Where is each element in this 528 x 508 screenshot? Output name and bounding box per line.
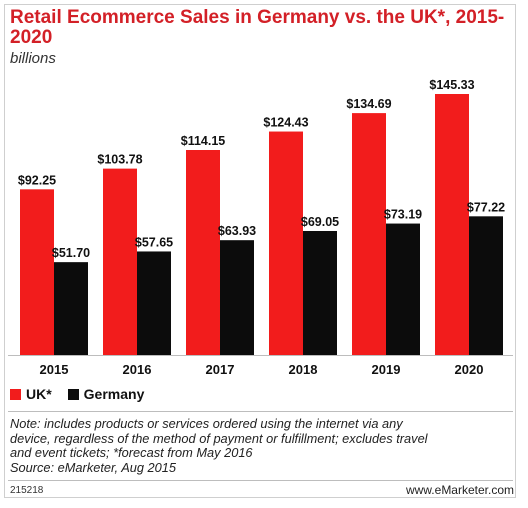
legend: UK* Germany <box>10 386 160 402</box>
note-line-1: Note: includes products or services orde… <box>10 416 403 431</box>
data-label-germany-2017: $63.93 <box>218 224 256 238</box>
bar-uk-2020 <box>435 94 469 355</box>
legend-item-uk: UK* <box>10 386 52 402</box>
x-tick-label-2019: 2019 <box>372 362 401 377</box>
note-line-3: and event tickets; *forecast from May 20… <box>10 445 253 460</box>
data-label-uk-2017: $114.15 <box>181 134 226 148</box>
legend-label-uk: UK* <box>26 386 52 402</box>
divider-bottom <box>8 480 513 481</box>
x-tick-label-2018: 2018 <box>289 362 318 377</box>
brand-link[interactable]: www.eMarketer.com <box>405 483 514 497</box>
bar-germany-2020 <box>469 216 503 355</box>
chart-note: Note: includes products or services orde… <box>10 416 510 475</box>
chart-title: Retail Ecommerce Sales in Germany vs. th… <box>10 7 505 48</box>
legend-item-germany: Germany <box>67 386 145 402</box>
data-label-uk-2020: $145.33 <box>429 78 474 92</box>
data-label-uk-2018: $124.43 <box>263 116 308 130</box>
data-label-germany-2018: $69.05 <box>301 215 339 229</box>
data-label-germany-2015: $51.70 <box>52 246 90 260</box>
bar-uk-2017 <box>186 149 220 355</box>
x-tick-label-2020: 2020 <box>455 362 484 377</box>
bar-chart: $92.25 $51.70 2015 $103.78 $57.65 2016 $114.15… <box>8 78 513 377</box>
legend-swatch-uk <box>10 388 21 400</box>
data-label-uk-2016: $103.78 <box>97 153 142 167</box>
data-label-germany-2016: $57.65 <box>135 235 173 249</box>
x-tick-label-2016: 2016 <box>123 362 152 377</box>
x-tick-label-2017: 2017 <box>206 362 235 377</box>
data-label-germany-2019: $73.19 <box>384 208 422 222</box>
bar-uk-2019 <box>352 113 386 355</box>
bar-germany-2017 <box>220 240 254 355</box>
note-source: Source: eMarketer, Aug 2015 <box>10 459 176 475</box>
chart-subtitle: billions <box>10 50 56 67</box>
bar-uk-2018 <box>269 131 303 355</box>
bar-germany-2019 <box>386 223 420 355</box>
data-label-germany-2020: $77.22 <box>467 200 505 214</box>
chart-frame <box>4 4 516 498</box>
legend-swatch-germany <box>67 388 79 400</box>
data-label-uk-2015: $92.25 <box>18 173 56 187</box>
bar-germany-2018 <box>303 230 337 355</box>
x-tick-label-2015: 2015 <box>40 362 69 377</box>
bar-germany-2015 <box>54 262 88 355</box>
chart-id: 215218 <box>10 485 44 496</box>
bar-uk-2015 <box>20 189 54 355</box>
data-label-uk-2019: $134.69 <box>346 97 391 111</box>
note-line-2: device, regardless of the method of paym… <box>10 430 428 446</box>
divider-top <box>8 411 513 412</box>
bar-germany-2016 <box>137 251 171 355</box>
bar-uk-2016 <box>103 168 137 355</box>
legend-label-germany: Germany <box>83 386 145 402</box>
